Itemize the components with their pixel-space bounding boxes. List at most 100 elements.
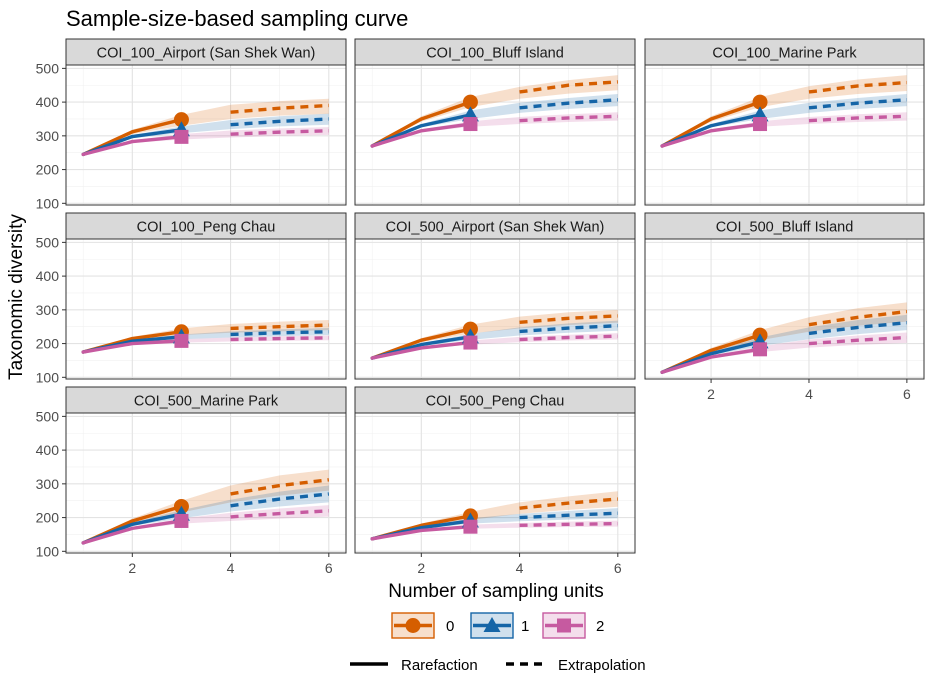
extrapolation-line-order-2 (808, 335, 907, 346)
confidence-band-order-2 (372, 112, 618, 146)
panel-border (65, 412, 347, 554)
legend-label: Rarefaction (401, 657, 478, 674)
legend-item-method: Rarefaction (350, 657, 478, 674)
confidence-band-order-0 (83, 469, 329, 543)
legend-item-order: 1 (470, 612, 529, 639)
facet-strip (65, 212, 347, 240)
y-tick-label: 100 (36, 369, 60, 385)
y-tick-label: 200 (36, 336, 60, 352)
extrapolation-line-order-1 (808, 320, 908, 336)
confidence-band-order-0 (662, 302, 907, 373)
observed-point-order-2 (463, 335, 478, 350)
y-tick-label: 500 (36, 408, 60, 424)
confidence-band-order-0 (83, 98, 329, 155)
chart-title: Sample-size-based sampling curve (66, 6, 408, 31)
rarefaction-line-order-0 (660, 100, 762, 148)
confidence-band-order-1 (83, 485, 329, 543)
confidence-band-order-0 (372, 491, 618, 539)
extrapolation-line-order-1 (230, 492, 329, 508)
panel-border (65, 238, 347, 380)
x-tick-label: 2 (417, 560, 425, 576)
y-tick-label: 500 (36, 60, 60, 76)
confidence-band-order-1 (83, 328, 329, 353)
y-tick-label: 300 (36, 128, 60, 144)
facet-strip (65, 38, 347, 66)
legend-label: Extrapolation (558, 657, 646, 674)
facet-panel: COI_100_Marine Park (644, 38, 925, 206)
panel-border (354, 412, 636, 554)
facet-strip (644, 212, 925, 240)
rarefaction-line-order-2 (660, 122, 762, 148)
panel-border (354, 238, 636, 380)
facet-panel: COI_500_Airport (San Shek Wan) (354, 212, 636, 380)
y-tick-label: 300 (36, 476, 60, 492)
facet-strip (354, 38, 636, 66)
facet-strip-label: COI_500_Airport (San Shek Wan) (386, 220, 605, 236)
x-tick-label: 4 (516, 560, 524, 576)
facet-strip-label: COI_100_Marine Park (712, 46, 857, 62)
facet-strip-label: COI_100_Peng Chau (137, 220, 276, 236)
panel-border (354, 64, 636, 206)
x-tick-label: 4 (805, 386, 813, 402)
extrapolation-line-order-2 (808, 114, 907, 123)
extrapolation-line-order-0 (519, 80, 618, 94)
x-tick-label: 4 (227, 560, 235, 576)
facet-strip (354, 386, 636, 414)
rarefaction-line-order-0 (370, 100, 473, 148)
panel-border (65, 64, 347, 206)
confidence-band-order-2 (662, 332, 907, 373)
facet-panel: COI_500_Bluff Island 2 4 6 (644, 212, 925, 402)
confidence-band-order-2 (83, 335, 329, 353)
extrapolation-line-order-2 (230, 129, 329, 136)
rarefaction-line-order-2 (660, 347, 762, 374)
observed-point-order-0 (462, 94, 478, 110)
legend-item-order: 0 (391, 612, 454, 639)
x-axis-title: Number of sampling units (388, 581, 603, 602)
observed-point-order-2 (174, 333, 189, 348)
x-tick-label: 6 (614, 560, 622, 576)
facet-panel: COI_500_Peng Chau 2 4 6 (354, 386, 636, 576)
extrapolation-line-order-1 (519, 98, 618, 110)
legend-item-order: 2 (542, 612, 604, 639)
extrapolation-line-order-2 (230, 336, 329, 342)
facet-panels: COI_100_Airport (San Shek Wan) 100 200 300 4… (36, 38, 925, 576)
observed-point-order-2 (753, 117, 768, 132)
extrapolation-line-order-0 (230, 478, 330, 496)
x-tick-label: 2 (707, 386, 715, 402)
extrapolation-line-order-0 (230, 103, 329, 114)
confidence-band-order-2 (83, 505, 329, 543)
rarefaction-line-order-2 (370, 340, 473, 360)
y-axis-title: Taxonomic diversity (6, 214, 27, 380)
facet-strip-label: COI_100_Airport (San Shek Wan) (97, 46, 316, 62)
panel-border (644, 238, 925, 380)
rarefaction-line-order-2 (81, 135, 184, 157)
facet-panel: COI_100_Peng Chau 100 200 300 400 500 (36, 212, 347, 385)
y-tick-label: 100 (36, 195, 60, 211)
y-axis-title-group: Taxonomic diversity (6, 214, 27, 380)
facet-strip-label: COI_500_Marine Park (134, 394, 279, 410)
x-tick-label: 6 (903, 386, 911, 402)
extrapolation-line-order-2 (519, 114, 618, 123)
confidence-band-order-1 (662, 94, 907, 146)
y-tick-label: 500 (36, 234, 60, 250)
y-tick-label: 400 (36, 268, 60, 284)
extrapolation-line-order-1 (519, 511, 618, 520)
extrapolation-line-order-1 (230, 330, 329, 337)
facet-strip-label: COI_100_Bluff Island (426, 46, 564, 62)
rarefaction-line-order-2 (81, 339, 184, 354)
panel-background (66, 65, 346, 205)
extrapolation-line-order-2 (230, 509, 329, 519)
y-tick-label: 200 (36, 162, 60, 178)
extrapolation-line-order-0 (519, 314, 618, 325)
extrapolation-line-order-2 (519, 521, 618, 528)
facet-panel: COI_100_Airport (San Shek Wan) 100 200 300 4… (36, 38, 347, 211)
extrapolation-line-order-1 (519, 324, 618, 334)
panel-border (644, 64, 925, 206)
confidence-band-order-0 (372, 75, 618, 146)
facet-panel: COI_100_Bluff Island (354, 38, 636, 206)
extrapolation-line-order-0 (808, 309, 908, 327)
facet-strip-label: COI_500_Peng Chau (426, 394, 565, 410)
y-tick-label: 400 (36, 94, 60, 110)
y-tick-label: 300 (36, 302, 60, 318)
